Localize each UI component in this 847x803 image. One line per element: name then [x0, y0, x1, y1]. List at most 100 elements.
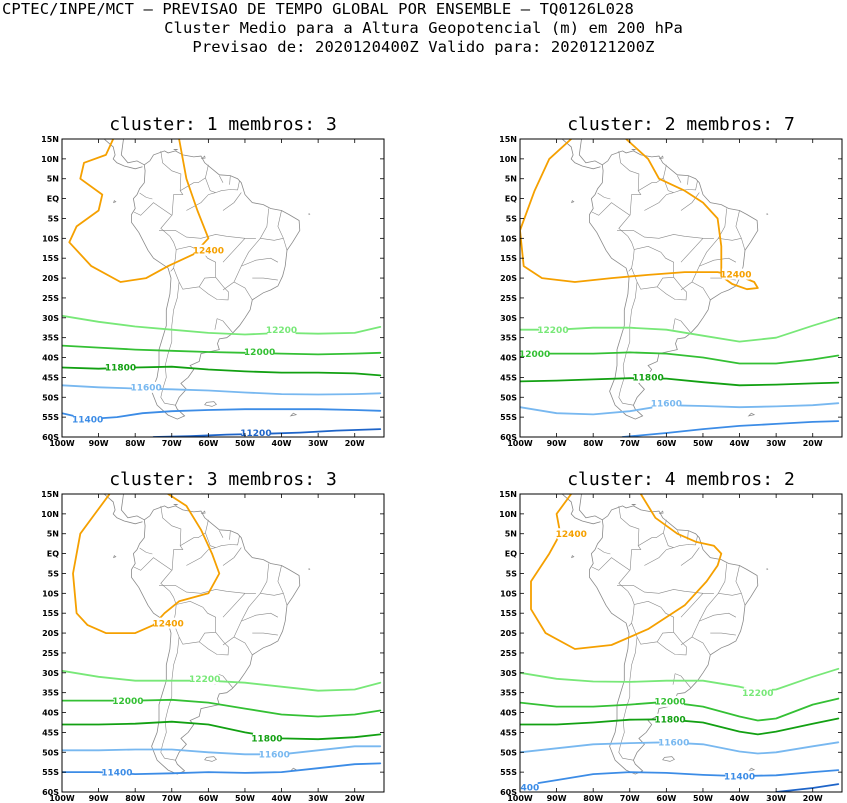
- chart-header: CPTEC/INPE/MCT – PREVISAO DE TEMPO GLOBA…: [0, 0, 847, 57]
- country-border: [638, 177, 664, 191]
- lat-label: 60S: [42, 433, 59, 442]
- contour-label-bg: [154, 617, 183, 629]
- country-border: [718, 238, 742, 241]
- contour-11200: [775, 783, 840, 792]
- lat-label: 5N: [47, 175, 59, 184]
- contour-label-bg: [520, 348, 549, 360]
- island-outline: [200, 155, 206, 159]
- lat-label: 25S: [42, 649, 59, 658]
- country-border: [618, 505, 642, 571]
- south-america-coastline: [589, 150, 759, 420]
- land-layer: [103, 494, 311, 775]
- panel-title: cluster: 4 membros: 2: [567, 469, 795, 490]
- lat-label: 10N: [41, 510, 59, 519]
- country-border: [241, 612, 279, 622]
- contour-label: 12200: [266, 326, 297, 336]
- lon-label: 30W: [766, 439, 786, 448]
- lat-label: 55S: [42, 413, 59, 422]
- lon-label: 70W: [620, 794, 640, 803]
- island-outline: [662, 756, 675, 762]
- country-border: [219, 175, 224, 183]
- contour-label: 11800: [105, 364, 136, 374]
- country-border: [222, 192, 242, 211]
- island-outline: [308, 568, 311, 571]
- island-outline: [204, 756, 217, 762]
- contour-label-bg: [656, 713, 685, 725]
- lat-label: 60S: [500, 788, 517, 797]
- lat-label: 50S: [500, 393, 517, 402]
- contour-label-bg: [73, 413, 102, 425]
- lon-label: 20W: [345, 439, 365, 448]
- contour-label: 11200: [240, 429, 271, 439]
- contour-label-bg: [659, 736, 688, 748]
- island-outline: [289, 412, 298, 417]
- lat-label: 25S: [500, 294, 517, 303]
- panel-title: cluster: 1 membros: 3: [109, 114, 337, 135]
- map-frame: [519, 138, 843, 438]
- country-border: [617, 585, 660, 594]
- country-border: [205, 519, 240, 548]
- lat-label: 10S: [42, 589, 59, 598]
- contour-label: 12400: [556, 530, 587, 540]
- central-america-coastline: [561, 139, 603, 170]
- contour-label-bg: [652, 397, 681, 409]
- country-border: [617, 230, 660, 239]
- contour-label: 11600: [651, 399, 682, 409]
- contour-label-bg: [634, 371, 663, 383]
- contour-label-bg: [194, 244, 223, 256]
- country-border: [644, 192, 674, 211]
- lon-label: 30W: [308, 794, 328, 803]
- contour-label-bg: [102, 766, 131, 778]
- contour-label: 12000: [244, 348, 275, 358]
- lon-label: 80W: [583, 794, 603, 803]
- lat-label: 5N: [505, 175, 517, 184]
- lon-label: 70W: [162, 794, 182, 803]
- country-border: [222, 547, 242, 566]
- country-border: [631, 600, 675, 645]
- lat-label: 25S: [500, 649, 517, 658]
- island-outline: [631, 503, 637, 506]
- contour-layer: 12400 12200 12000 11800 11600 11400: [62, 494, 382, 778]
- axis-ticks: 15N 10N 5N EQ 5S 10S 15S 20S 25S 30S 35S 40S 45S 50S 5…: [41, 490, 384, 803]
- contour-11800: [520, 377, 840, 387]
- country-border: [186, 547, 216, 566]
- country-border: [205, 164, 240, 193]
- contour-label: 11800: [251, 735, 282, 745]
- contour-label: 12000: [654, 698, 685, 708]
- contour-label-bg: [538, 324, 567, 336]
- country-border: [618, 281, 638, 406]
- lat-label: 20S: [500, 629, 517, 638]
- map-frame: [61, 493, 385, 793]
- contour-label: 12400: [193, 246, 224, 256]
- contour-label: 11600: [259, 750, 290, 760]
- country-border: [680, 238, 714, 263]
- lat-label: 15N: [41, 490, 59, 499]
- lon-label: 40W: [730, 794, 750, 803]
- country-border: [710, 632, 736, 636]
- contour-11600: [62, 745, 382, 756]
- country-border: [233, 636, 253, 656]
- lon-label: 90W: [89, 794, 109, 803]
- axis-ticks: 15N 10N 5N EQ 5S 10S 15S 20S 25S 30S 35S 40S 45S 50S 5…: [499, 490, 842, 803]
- contour-label: 11400: [72, 415, 103, 425]
- lon-label: 20W: [803, 439, 823, 448]
- lat-label: 45S: [500, 728, 517, 737]
- country-border: [277, 565, 288, 606]
- lon-label: 100W: [49, 439, 75, 448]
- lon-label: 80W: [125, 439, 145, 448]
- lon-label: 50W: [235, 439, 255, 448]
- lat-label: 40S: [500, 354, 517, 363]
- island-outline: [113, 555, 117, 559]
- island-outline: [766, 568, 769, 571]
- country-border: [139, 547, 153, 555]
- lon-label: 60W: [198, 794, 218, 803]
- country-border: [691, 281, 711, 301]
- country-border: [160, 150, 184, 216]
- country-border: [631, 245, 675, 290]
- country-border: [186, 192, 216, 211]
- country-border: [233, 281, 253, 301]
- lon-label: 80W: [583, 439, 603, 448]
- central-america-coastline: [103, 494, 145, 525]
- lat-label: 30S: [42, 314, 59, 323]
- panel-title: cluster: 3 membros: 3: [109, 469, 337, 490]
